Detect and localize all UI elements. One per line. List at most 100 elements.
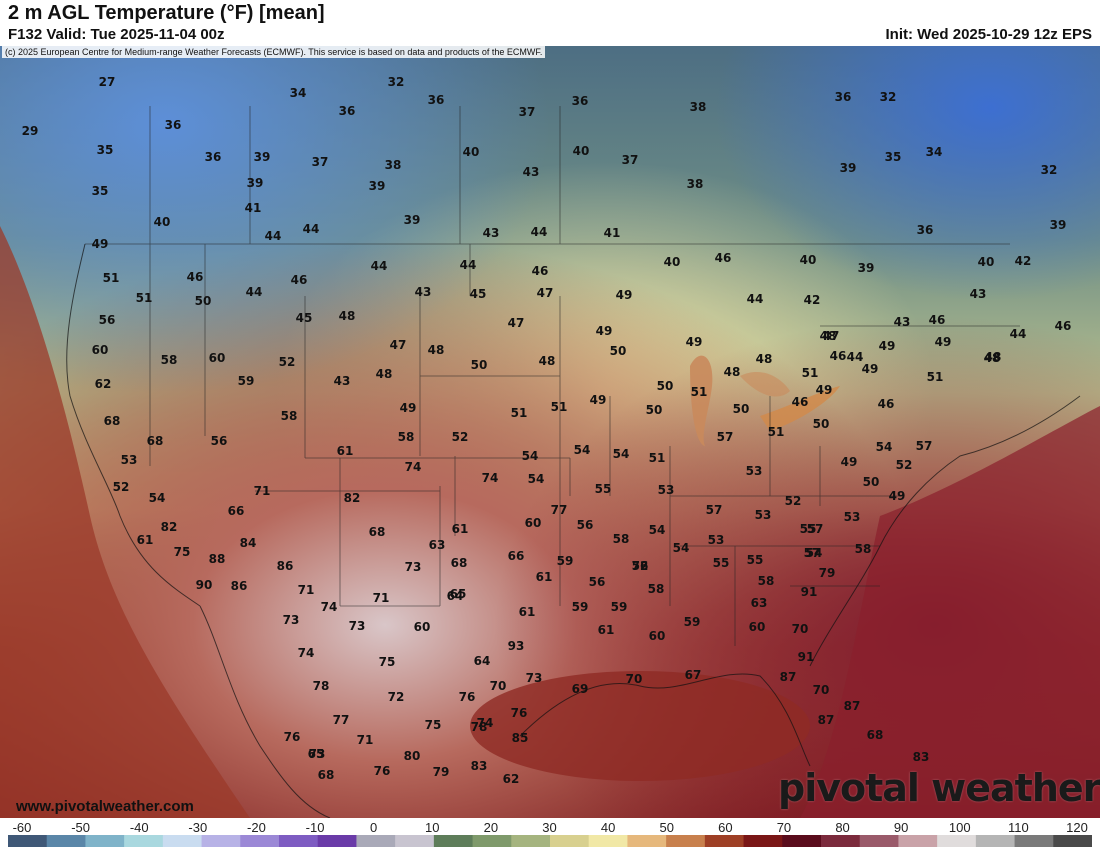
temperature-value: 46 [791,395,809,409]
temperature-value: 49 [685,335,703,349]
colorbar-tick-label: 110 [1008,820,1029,835]
temperature-value: 49 [615,288,633,302]
colorbar-segment [240,835,280,847]
temperature-value: 71 [356,733,374,747]
temperature-value: 54 [648,523,666,537]
temperature-value: 64 [446,589,464,603]
temperature-value: 39 [246,176,264,190]
temperature-value: 55 [746,553,764,567]
temperature-value: 47 [507,316,525,330]
colorbar-segment [472,835,512,847]
temperature-value: 36 [571,94,589,108]
temperature-value: 52 [895,458,913,472]
temperature-value: 40 [663,255,681,269]
colorbar-tick-label: 120 [1066,820,1088,835]
temperature-value: 87 [817,713,835,727]
colorbar-segment [317,835,357,847]
temperature-value: 48 [983,351,1001,365]
temperature-value: 42 [803,293,821,307]
temperature-value: 82 [160,520,178,534]
colorbar-segment [395,835,435,847]
colorbar-ticks: -60 -50 -40 -30 -20 -10 0 10 20 30 40 50 60 70 80 90 100… [0,819,1100,835]
colorbar-segment [201,835,241,847]
colorbar-tick-label: 40 [600,820,616,835]
temperature-value: 63 [750,596,768,610]
temperature-value: 37 [518,105,536,119]
temperature-value: 55 [799,522,817,536]
colorbar-segment [859,835,899,847]
brand-logo: pivotal weather [778,766,1100,810]
temperature-value: 51 [102,271,120,285]
colorbar-segment [162,835,203,847]
colorbar-segment [898,835,938,847]
temperature-value: 48 [538,354,556,368]
temperature-value: 51 [648,451,666,465]
temperature-value: 93 [507,639,525,653]
temperature-value: 74 [476,716,494,730]
temperature-value: 71 [372,591,390,605]
temperature-value: 66 [507,549,525,563]
temperature-value: 72 [631,559,649,573]
colorbar-tick-label: -40 [129,820,149,835]
colorbar-segment [279,835,319,847]
temperature-value: 91 [800,585,818,599]
temperature-value: 91 [797,650,815,664]
temperature-value: 56 [631,559,649,573]
temperature-value: 59 [610,600,628,614]
temperature-value: 71 [253,484,271,498]
temperature-value: 57 [705,503,723,517]
temperature-value: 39 [253,150,271,164]
temperature-value: 60 [748,620,766,634]
temperature-value: 61 [518,605,536,619]
temperature-value: 59 [683,615,701,629]
temperature-value: 57 [806,522,824,536]
temperature-value: 82 [343,491,361,505]
temperature-value: 80 [403,749,421,763]
temperature-value: 78 [312,679,330,693]
temperature-value: 49 [595,324,613,338]
temperature-value: 46 [829,349,847,363]
valid-time: F132 Valid: Tue 2025-11-04 00z [8,26,225,43]
temperature-value: 57 [915,439,933,453]
temperature-map[interactable] [0,46,1100,818]
colorbar-segment [550,835,590,847]
website-url[interactable]: www.pivotalweather.com [16,798,194,815]
temperature-value: 50 [470,358,488,372]
temperature-value: 79 [432,765,450,779]
temperature-value: 83 [912,750,930,764]
temperature-value: 45 [469,287,487,301]
temperature-value: 49 [815,383,833,397]
temperature-value: 49 [399,401,417,415]
temperature-value: 74 [320,600,338,614]
map-background [0,46,1100,818]
temperature-value: 58 [854,542,872,556]
temperature-value: 61 [535,570,553,584]
temperature-value: 47 [536,286,554,300]
temperature-value: 60 [413,620,431,634]
temperature-value: 70 [489,679,507,693]
temperature-value: 85 [511,731,529,745]
temperature-value: 73 [308,747,326,761]
temperature-value: 87 [843,699,861,713]
temperature-value: 57 [716,430,734,444]
colorbar-tick-label: 0 [370,820,378,835]
temperature-value: 46 [531,264,549,278]
temperature-value: 39 [857,261,875,275]
temperature-value: 74 [481,471,499,485]
temperature-value: 51 [926,370,944,384]
temperature-value: 44 [530,225,548,239]
temperature-value: 53 [754,508,772,522]
temperature-value: 49 [840,455,858,469]
temperature-value: 39 [1049,218,1067,232]
colorbar-tick-label: -30 [188,820,208,835]
temperature-value: 34 [925,145,943,159]
temperature-value: 79 [818,566,836,580]
temperature-value: 56 [210,434,228,448]
temperature-value: 56 [588,575,606,589]
temperature-value: 45 [295,311,313,325]
temperature-value: 60 [524,516,542,530]
init-time: Init: Wed 2025-10-29 12z EPS [885,26,1092,43]
temperature-value: 61 [451,522,469,536]
temperature-value: 42 [1014,254,1032,268]
temperature-value: 68 [866,728,884,742]
